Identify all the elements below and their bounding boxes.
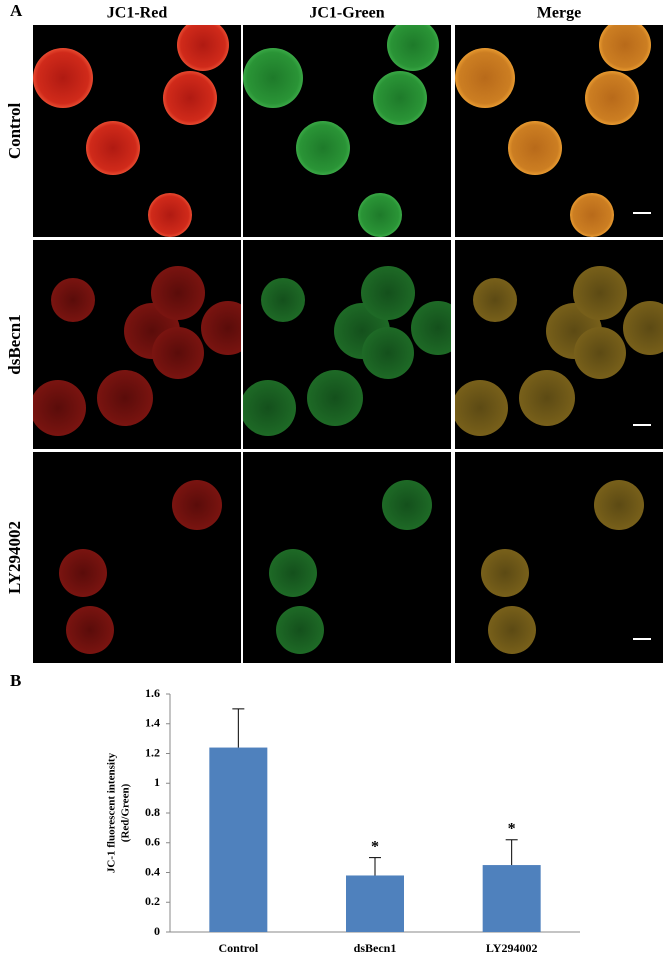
cell <box>508 121 562 175</box>
significance-mark: * <box>508 820 516 837</box>
cell <box>570 193 614 237</box>
cell <box>33 380 86 436</box>
cell <box>373 71 427 125</box>
x-tick-label: Control <box>218 941 258 955</box>
y-tick-label: 1.6 <box>145 686 160 700</box>
cells <box>33 266 241 436</box>
cell <box>361 266 415 320</box>
significance-mark: * <box>371 838 379 855</box>
cells <box>455 25 651 237</box>
cell <box>488 606 536 654</box>
y-tick-label: 0.4 <box>145 864 160 878</box>
cell <box>86 121 140 175</box>
cell <box>307 370 363 426</box>
cell <box>151 266 205 320</box>
cells <box>455 266 663 436</box>
cell <box>623 301 663 355</box>
x-tick-label: LY294002 <box>486 941 538 955</box>
panel-label: A <box>10 1 23 20</box>
cell <box>362 327 414 379</box>
row-label: Control <box>5 103 24 160</box>
cell <box>358 193 402 237</box>
column-header: JC1-Green <box>309 5 384 22</box>
y-tick-label: 0 <box>154 924 160 938</box>
column-header: JC1-Red <box>107 5 168 22</box>
cell <box>97 370 153 426</box>
cell <box>382 480 432 530</box>
bar <box>482 865 541 932</box>
y-tick-label: 1.2 <box>145 745 160 759</box>
cells <box>59 480 222 654</box>
cell <box>276 606 324 654</box>
cell <box>455 48 515 108</box>
panel-label: B <box>10 671 21 690</box>
cell <box>148 193 192 237</box>
y-tick-label: 1 <box>154 775 160 789</box>
y-tick-label: 0.2 <box>145 894 160 908</box>
cells <box>243 25 439 237</box>
cells <box>269 480 432 654</box>
cell <box>573 266 627 320</box>
cell <box>59 549 107 597</box>
image-grid: JC1-Red JC1-Green Merge Control dsBecn1 LY294… <box>5 5 663 663</box>
cell <box>51 278 95 322</box>
cell <box>481 549 529 597</box>
cell <box>152 327 204 379</box>
y-tick-label: 1.4 <box>145 716 160 730</box>
cells <box>243 266 451 436</box>
cell <box>66 606 114 654</box>
row-label: LY294002 <box>5 521 24 594</box>
cell <box>519 370 575 426</box>
y-tick-label: 0.8 <box>145 805 160 819</box>
cell <box>261 278 305 322</box>
cell <box>473 278 517 322</box>
cell <box>387 25 439 71</box>
cell <box>599 25 651 71</box>
cell <box>455 380 508 436</box>
cell <box>243 48 303 108</box>
cell <box>269 549 317 597</box>
cell <box>594 480 644 530</box>
cells <box>481 480 644 654</box>
y-axis-label: JC-1 fluorescent intensity <box>106 752 118 873</box>
bar <box>346 875 404 932</box>
cell <box>172 480 222 530</box>
cell <box>177 25 229 71</box>
column-header: Merge <box>537 5 581 22</box>
y-axis-label: (Red/Green) <box>120 783 132 842</box>
cell <box>201 301 241 355</box>
row-label: dsBecn1 <box>5 314 24 374</box>
cells <box>33 25 229 237</box>
bar <box>209 747 268 932</box>
cell <box>243 380 296 436</box>
cell <box>411 301 451 355</box>
cell <box>296 121 350 175</box>
x-tick-label: dsBecn1 <box>354 941 397 955</box>
cell <box>163 71 217 125</box>
cell <box>574 327 626 379</box>
cell <box>585 71 639 125</box>
cell <box>33 48 93 108</box>
bar-chart: 0 0.2 0.4 0.6 0.8 1 1.2 1.4 1.6 JC-1 fluorescent … <box>106 686 580 955</box>
y-tick-label: 0.6 <box>145 835 160 849</box>
